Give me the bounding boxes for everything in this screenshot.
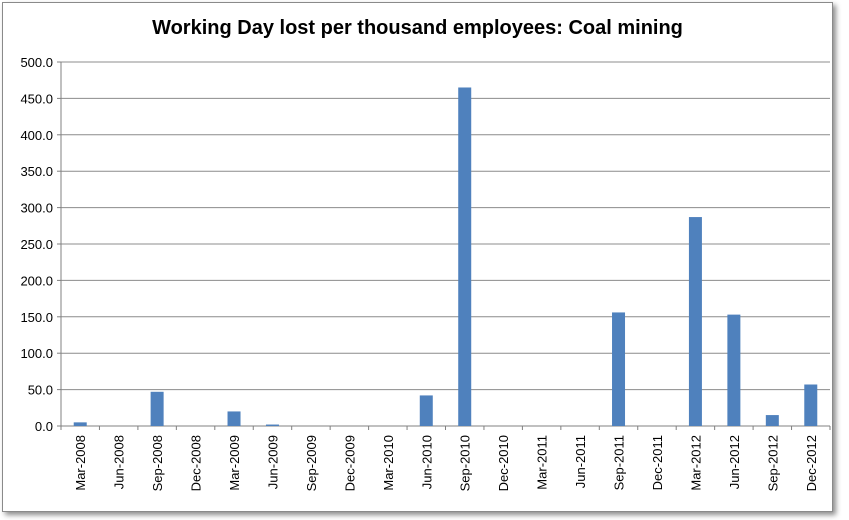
y-tick-label: 300.0 [20, 201, 53, 216]
y-tick-label: 100.0 [20, 346, 53, 361]
x-tick-label: Mar-2008 [73, 435, 88, 491]
bar [73, 422, 87, 426]
bar [612, 312, 626, 426]
bar [458, 87, 472, 426]
bar [727, 314, 741, 426]
bar [227, 411, 241, 426]
x-tick-label: Jun-2011 [573, 435, 588, 488]
bar [804, 384, 818, 426]
y-tick-label: 350.0 [20, 164, 53, 179]
bar [265, 424, 279, 426]
x-tick-label: Jun-2012 [727, 435, 742, 489]
x-tick-label: Jun-2010 [419, 435, 434, 489]
y-tick-label: 450.0 [20, 91, 53, 106]
bar [419, 395, 433, 426]
y-tick-label: 0.0 [35, 419, 53, 434]
x-tick-label: Jun-2009 [265, 435, 280, 489]
x-tick-label: Dec-2009 [342, 435, 357, 491]
y-tick-label: 50.0 [28, 383, 53, 398]
x-tick-label: Dec-2012 [804, 435, 819, 491]
y-tick-label: 400.0 [20, 128, 53, 143]
x-tick-label: Sep-2010 [458, 435, 473, 491]
chart-title: Working Day lost per thousand employees:… [152, 17, 683, 39]
x-tick-label: Sep-2009 [304, 435, 319, 491]
x-tick-label: Dec-2010 [496, 435, 511, 491]
bar [150, 391, 164, 426]
chart-frame: Working Day lost per thousand employees:… [2, 2, 833, 512]
x-tick-label: Mar-2011 [535, 435, 550, 490]
x-tick-label: Sep-2012 [765, 435, 780, 491]
x-tick-label: Jun-2008 [112, 435, 127, 489]
y-tick-label: 500.0 [20, 55, 53, 70]
x-tick-label: Sep-2008 [150, 435, 165, 491]
y-tick-label: 200.0 [20, 273, 53, 288]
x-tick-label: Dec-2011 [650, 435, 665, 490]
y-tick-label: 150.0 [20, 310, 53, 325]
y-tick-label: 250.0 [20, 237, 53, 252]
bar [688, 217, 702, 426]
x-tick-label: Sep-2011 [612, 435, 627, 490]
x-tick-label: Dec-2008 [189, 435, 204, 491]
bar [765, 415, 779, 426]
bar-chart: 0.0 50.0 100.0 150.0 200.0 250.0 300.0 350.0 400… [20, 55, 831, 491]
x-tick-label: Mar-2009 [227, 435, 242, 491]
x-tick-label: Mar-2010 [381, 435, 396, 491]
x-tick-label: Mar-2012 [688, 435, 703, 491]
